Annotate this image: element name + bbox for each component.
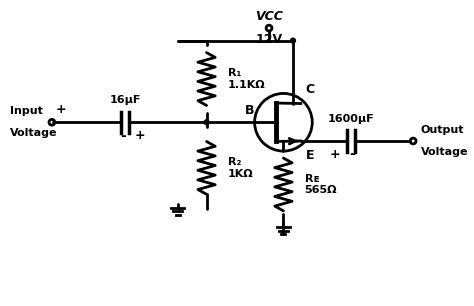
Text: +: + [135, 129, 146, 142]
Text: 12V: 12V [255, 33, 283, 46]
Text: Output: Output [421, 125, 465, 135]
Text: E: E [306, 149, 314, 162]
Text: -: - [120, 129, 126, 143]
Text: B: B [245, 104, 255, 118]
Text: 1600μF: 1600μF [328, 114, 374, 124]
Text: C: C [306, 83, 315, 96]
Text: R₁
1.1KΩ: R₁ 1.1KΩ [228, 68, 265, 90]
Text: 16μF: 16μF [109, 95, 141, 105]
Text: VCC: VCC [255, 10, 283, 23]
Circle shape [291, 38, 295, 43]
Text: +: + [330, 148, 341, 161]
Text: Rᴇ
565Ω: Rᴇ 565Ω [305, 174, 337, 195]
Text: Input: Input [9, 106, 43, 117]
Text: -: - [350, 147, 356, 162]
Text: Voltage: Voltage [9, 128, 57, 138]
Text: Voltage: Voltage [421, 147, 468, 157]
Circle shape [204, 120, 209, 125]
Text: +: + [56, 103, 66, 117]
Text: R₂
1KΩ: R₂ 1KΩ [228, 157, 253, 179]
